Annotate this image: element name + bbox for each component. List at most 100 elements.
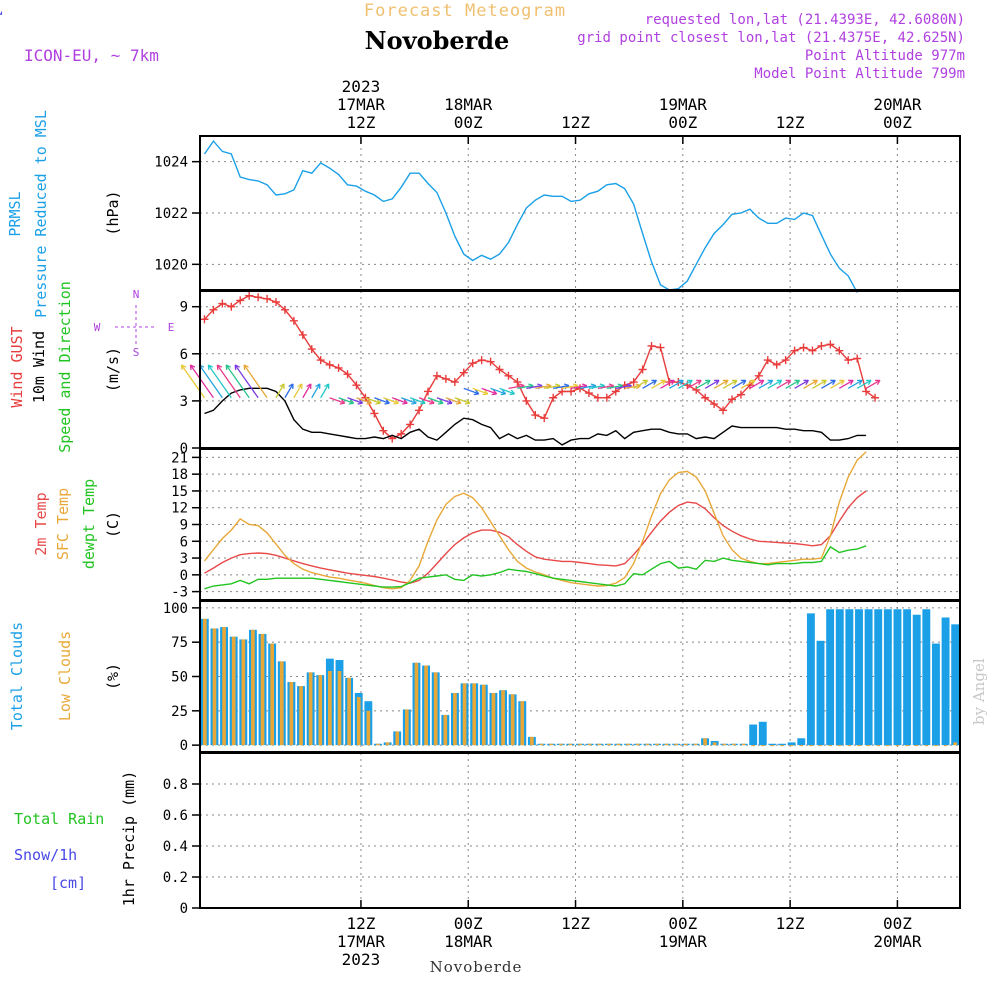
total-cloud-bar xyxy=(768,743,777,746)
y-tick-label: 18 xyxy=(171,467,188,483)
low-cloud-bar xyxy=(818,745,823,747)
wind-arrow-head xyxy=(411,399,417,405)
low-cloud-bar xyxy=(751,745,755,747)
wind-arrow xyxy=(642,379,657,389)
requested-coordinates: requested lon,lat (21.4393E, 42.6080N) xyxy=(645,12,965,28)
wind-arrow xyxy=(615,384,632,389)
wind-arrow-head xyxy=(500,389,507,396)
low-cloud-bar xyxy=(645,743,650,746)
wind-arrow xyxy=(293,383,303,399)
low-cloud-bar xyxy=(616,743,621,746)
wind-arrow-head xyxy=(857,379,863,385)
low-cloud-bar xyxy=(549,743,553,746)
gust-marker xyxy=(629,378,638,387)
total-cloud-bar xyxy=(787,742,796,746)
gust-marker xyxy=(549,393,558,402)
panel-frame xyxy=(199,290,961,449)
total-cloud-bar xyxy=(941,617,950,746)
gust-marker xyxy=(808,346,817,355)
bottom-time-text: 17MAR xyxy=(337,932,386,951)
y-axis-label: (m/s) xyxy=(104,347,122,392)
total-cloud-bar xyxy=(845,609,854,746)
compass-n: N xyxy=(133,288,140,301)
gust-marker xyxy=(835,346,844,355)
total-cloud-bar xyxy=(893,609,902,746)
wind-arrow xyxy=(225,364,250,399)
wind-arrow-head xyxy=(357,399,364,405)
low-cloud-bar xyxy=(943,745,948,747)
wind-arrow xyxy=(579,384,596,389)
low-cloud-bar xyxy=(356,697,361,746)
wind-arrow-head xyxy=(803,379,810,385)
wind-arrow-head xyxy=(366,399,372,405)
low-cloud-bar xyxy=(828,745,832,747)
gust-marker xyxy=(325,360,334,369)
low-cloud-bar xyxy=(780,745,784,747)
wind-arrow xyxy=(234,364,259,399)
gust-marker xyxy=(459,368,468,377)
gust-marker xyxy=(397,429,406,438)
y-tick-label: 6 xyxy=(180,534,188,550)
gust-marker xyxy=(719,406,728,415)
low-cloud-bar xyxy=(799,745,804,747)
panel-label: SFC Temp xyxy=(54,488,72,560)
gust-marker xyxy=(486,357,495,366)
wind-arrow xyxy=(803,379,818,389)
gust-marker xyxy=(584,389,593,398)
wind-arrow xyxy=(713,379,729,389)
panel-label: Pressure Reduced to MSL xyxy=(32,110,50,318)
panel-4: 0 25 50 75 100 Total Clouds Low Clouds (%) xyxy=(8,600,961,754)
y-tick-label: 12 xyxy=(171,501,188,517)
panel-label: Wind GUST xyxy=(8,326,26,407)
low-cloud-bar xyxy=(924,745,929,747)
wind-arrow-head xyxy=(297,383,303,389)
y-tick-label: 9 xyxy=(180,300,188,316)
series-line-2m-temp xyxy=(204,490,867,584)
low-cloud-bar xyxy=(886,745,890,747)
low-cloud-bar xyxy=(693,743,698,746)
low-cloud-bar xyxy=(635,743,640,746)
wind-arrow-head xyxy=(651,379,658,385)
wind-arrow xyxy=(838,379,854,389)
gust-marker xyxy=(280,305,289,314)
wind-arrow-head xyxy=(402,399,408,405)
low-cloud-bar xyxy=(664,743,669,746)
low-cloud-bar xyxy=(568,743,573,746)
gust-marker xyxy=(692,385,701,394)
wind-arrow xyxy=(383,397,399,404)
low-cloud-bar xyxy=(270,643,274,746)
gust-marker xyxy=(254,293,263,302)
gust-marker xyxy=(209,305,218,314)
low-cloud-bar xyxy=(260,633,265,746)
wind-arrow xyxy=(481,387,497,395)
wind-arrow-head xyxy=(393,399,399,405)
wind-arrow xyxy=(776,379,791,389)
total-cloud-bar xyxy=(903,609,912,746)
wind-arrow-head xyxy=(180,364,187,371)
low-cloud-bar xyxy=(539,743,544,746)
wind-arrow-head xyxy=(866,379,872,385)
total-cloud-bar xyxy=(816,640,825,746)
gust-marker xyxy=(343,370,352,379)
wind-arrow-head xyxy=(324,383,330,389)
precip-legend-label: Snow/1h xyxy=(14,846,77,864)
watermark: by Angel xyxy=(970,658,988,725)
wind-arrow-head xyxy=(207,364,214,371)
top-time-text: 19MAR xyxy=(659,95,708,114)
wind-arrow xyxy=(865,379,881,389)
gust-marker xyxy=(227,302,236,311)
low-cloud-bar xyxy=(299,686,303,746)
gust-marker xyxy=(236,296,245,305)
low-cloud-bar xyxy=(953,742,958,746)
wind-arrow xyxy=(243,364,268,399)
low-cloud-bar xyxy=(607,743,611,746)
gust-marker xyxy=(424,387,432,396)
wind-arrow-head xyxy=(660,379,666,385)
wind-arrow-head xyxy=(830,379,836,385)
low-cloud-bar xyxy=(741,743,746,746)
wind-arrow-head xyxy=(669,379,675,385)
